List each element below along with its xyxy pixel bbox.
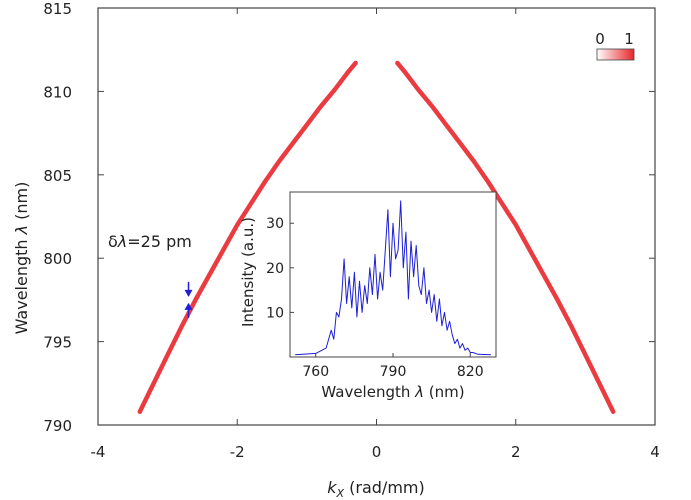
linewidth-annotation: δλ=25 pm: [108, 232, 193, 318]
main-y-tick-label: 790: [43, 417, 72, 435]
main-xlabel-k: k: [327, 478, 337, 497]
main-y-tick-label: 800: [43, 250, 72, 268]
colorbar-max-label: 1: [624, 30, 634, 48]
inset-x-axis-label: Wavelength λ (nm): [321, 383, 464, 401]
colorbar-min-label: 0: [595, 30, 605, 48]
inset-xlabel-symbol: λ: [414, 383, 424, 401]
annotation-text: =25 pm: [127, 232, 192, 251]
main-axis-ticks: -4 -2 0 2 4 815 810 805 800 795 790: [43, 0, 659, 461]
annotation-arrowhead-up: [184, 302, 193, 310]
main-x-axis-label: kX (rad/mm): [327, 478, 424, 500]
main-x-tick-label: -2: [230, 443, 245, 461]
main-x-tick-label: -4: [91, 443, 106, 461]
inset-y-tick-label: 10: [266, 305, 284, 321]
inset-y-tick-label: 20: [266, 261, 284, 277]
main-y-axis-label: Wavelength λ (nm): [12, 182, 31, 335]
inset-xlabel-suffix: (nm): [424, 383, 465, 401]
inset-spectrum-line: [295, 200, 491, 356]
inset-plot-area: [289, 191, 497, 358]
inset-x-tick-label: 820: [457, 364, 484, 380]
inset-x-tick-label: 760: [302, 364, 329, 380]
inset-y-axis-label: Intensity (a.u.): [239, 217, 257, 327]
main-x-tick-label: 0: [372, 443, 382, 461]
colorbar: [596, 48, 635, 61]
main-x-tick-label: 2: [511, 443, 521, 461]
main-y-tick-label: 805: [43, 167, 72, 185]
inset-y-tick-label: 30: [266, 216, 284, 232]
inset-axis-ticks: 760 790 820 10 20 30: [266, 216, 483, 380]
inset-x-tick-label: 790: [380, 364, 407, 380]
main-series-group: [137, 60, 616, 414]
main-xlabel-sub: X: [336, 487, 345, 500]
main-series-branch-2: [395, 60, 616, 414]
annotation-label: δλ=25 pm: [108, 232, 192, 251]
main-ylabel-prefix: Wavelength: [12, 234, 31, 334]
annotation-arrowhead-down: [184, 289, 193, 297]
inset-xlabel-prefix: Wavelength: [321, 383, 415, 401]
main-xlabel-rest: (rad/mm): [344, 478, 425, 497]
main-ylabel-suffix: (nm): [12, 182, 31, 225]
main-y-tick-label: 810: [43, 83, 72, 101]
main-y-tick-label: 815: [43, 0, 72, 18]
main-ylabel-symbol: λ: [12, 225, 31, 235]
main-y-tick-label: 795: [43, 334, 72, 352]
annotation-prefix: δ: [108, 232, 118, 251]
main-x-tick-label: 4: [650, 443, 660, 461]
main-series-branch-1: [137, 60, 358, 414]
inset-series-group: [295, 200, 491, 356]
annotation-symbol: λ: [117, 232, 127, 251]
